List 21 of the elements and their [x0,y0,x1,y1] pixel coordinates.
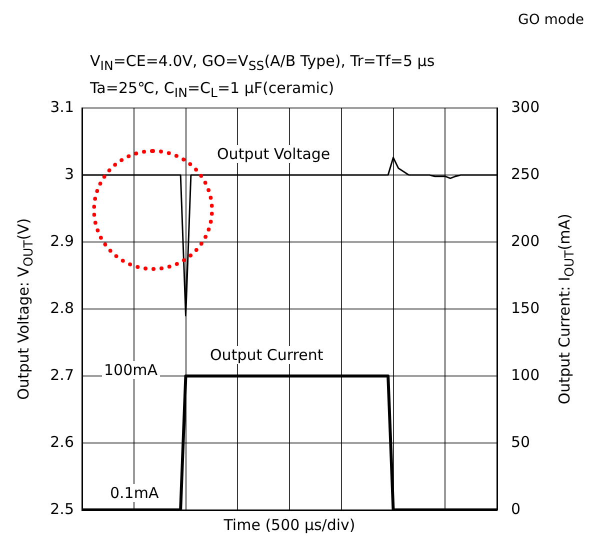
text: V$_{IN}$=CE=4.0V, GO=V$_{SS}$(A/B Type), Tr=Tf=5 μs Ta=25℃, C$_{IN}$=C$_{L}$=1 μF(ceramic) [90,52,435,100]
y2-tick-label: 100 [511,366,540,384]
y-tick-label: 3.1 [50,98,74,116]
y2-tick-label: 150 [511,298,540,317]
y2-tick-label: 300 [511,98,540,116]
annotation: 0.1mA [108,484,161,502]
y-tick-label: 2.9 [50,232,74,250]
annotation: 100mA [102,361,160,379]
y-tick-label: 3 [64,164,74,183]
y2-tick-label: 250 [511,164,540,183]
text: GO mode [518,12,584,28]
annotation: Output Voltage [215,145,332,163]
y-tick-label: 2.8 [50,298,74,317]
annotation: Output Current [208,346,326,364]
y-tick-label: 2.7 [50,366,74,384]
y2-tick-label: 0 [511,500,521,518]
y-tick-label: 2.5 [50,500,74,518]
x-axis-title: Time (500 μs/div) [222,516,356,534]
y2-tick-label: 200 [511,232,540,250]
y2-tick-label: 50 [511,432,530,451]
y-tick-label: 2.6 [50,432,74,451]
